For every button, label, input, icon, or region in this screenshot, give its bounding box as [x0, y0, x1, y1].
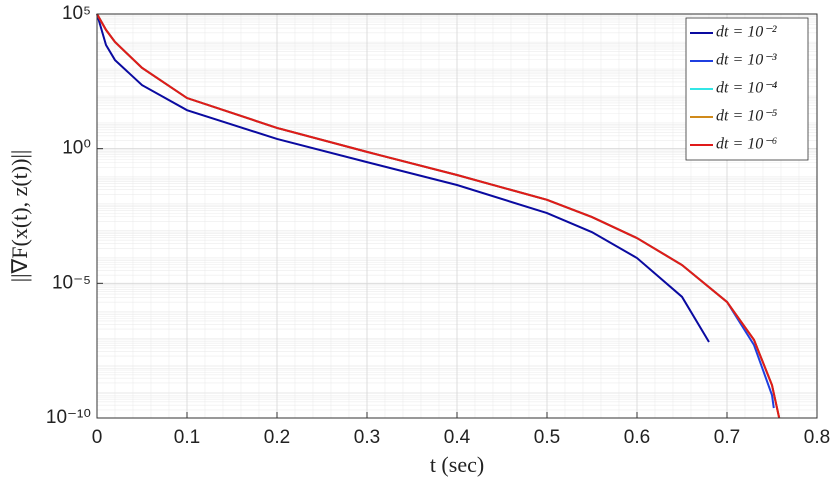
y-tick-label: 10⁻⁵: [52, 272, 91, 293]
y-tick-label: 10⁵: [62, 3, 91, 24]
x-tick-label: 0.5: [534, 427, 560, 448]
legend-label: dt = 10⁻⁵: [716, 108, 778, 125]
legend-label: dt = 10⁻²: [716, 24, 778, 41]
x-tick-label: 0.1: [174, 427, 200, 448]
y-tick-label: 10⁻¹⁰: [46, 407, 91, 428]
x-tick-label: 0.2: [264, 427, 290, 448]
line-series: [96, 13, 710, 343]
axes-box: [96, 13, 818, 419]
line-series: [96, 13, 781, 419]
x-tick-label: 0.4: [444, 427, 471, 448]
x-tick-label: 0.6: [624, 427, 650, 448]
x-tick-label: 0.8: [804, 427, 830, 448]
x-tick-label: 0.3: [354, 427, 380, 448]
x-tick-label: 0.7: [714, 427, 740, 448]
x-tick-label: 0: [92, 427, 103, 448]
legend-label: dt = 10⁻⁶: [716, 136, 778, 153]
y-tick-label: 10⁰: [62, 138, 91, 159]
y-axis-label: ||∇F(x(t), z(t))||: [7, 150, 32, 283]
legend: dt = 10⁻² dt = 10⁻³ dt = 10⁻⁴ dt = 10⁻⁵ dt =…: [685, 17, 809, 161]
x-axis-label: t (sec): [430, 452, 484, 477]
legend-label: dt = 10⁻³: [716, 52, 777, 69]
legend-label: dt = 10⁻⁴: [716, 80, 778, 97]
